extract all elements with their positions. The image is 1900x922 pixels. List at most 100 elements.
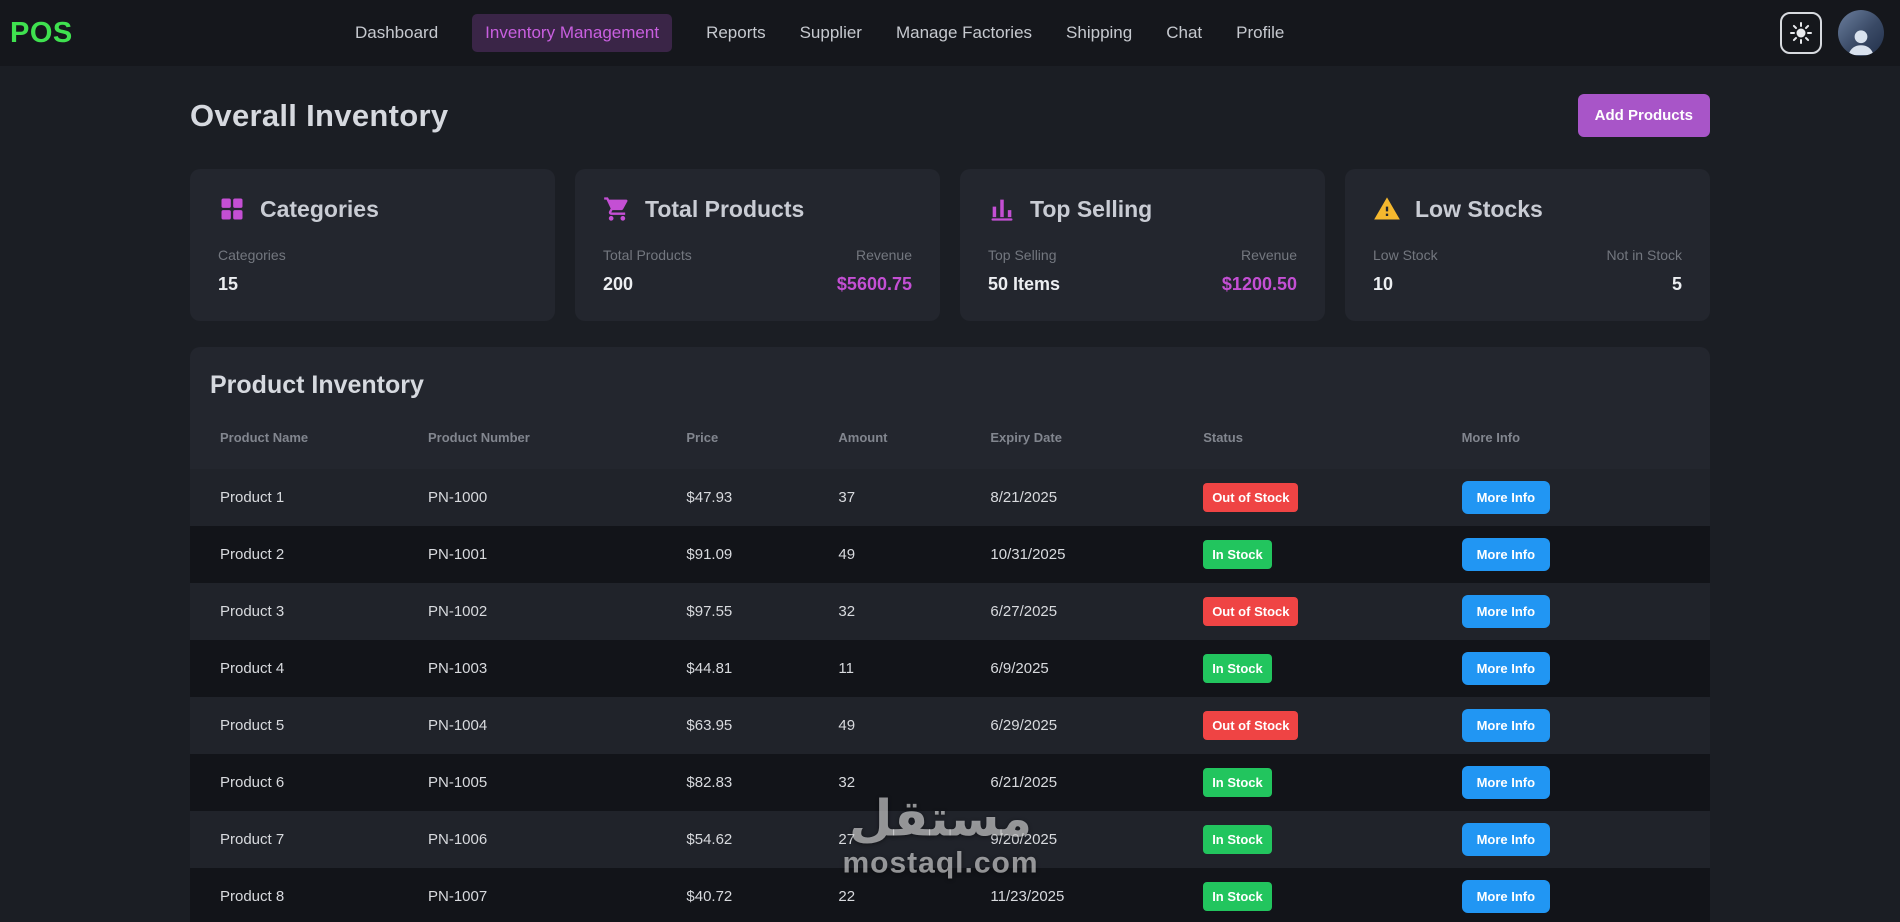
nav-item-chat[interactable]: Chat <box>1166 23 1203 42</box>
cell-product-number: PN-1001 <box>428 546 488 563</box>
cell-more-info: More Info <box>1452 469 1710 526</box>
column-header-status: Status <box>1203 430 1243 445</box>
metric-top-selling: Top Selling 50 Items <box>988 247 1061 294</box>
nav-item-reports[interactable]: Reports <box>706 23 766 42</box>
column-header-more-info: More Info <box>1461 430 1521 445</box>
cell-amount: 27 <box>838 831 856 848</box>
status-badge: In Stock <box>1203 768 1272 797</box>
table-row: Product 3 PN-1002 $97.55 32 6/27/2025 Out of … <box>190 583 1710 640</box>
cart-icon <box>603 195 631 223</box>
main-content: Overall Inventory Add Products Categorie… <box>190 66 1710 922</box>
cell-product-name: Product 6 <box>220 774 285 791</box>
cell-product-name: Product 8 <box>220 888 285 905</box>
cell-more-info: More Info <box>1452 754 1710 811</box>
cell-product-number: PN-1002 <box>428 603 488 620</box>
metric-revenue: Revenue $1200.50 <box>1221 247 1297 294</box>
cell-price: $97.55 <box>686 603 733 620</box>
cell-more-info: More Info <box>1452 526 1710 583</box>
cell-product-number: PN-1007 <box>428 888 488 905</box>
cell-product-number: PN-1000 <box>428 489 488 506</box>
bar-chart-icon <box>988 195 1016 223</box>
table-row: Product 6 PN-1005 $82.83 32 6/21/2025 In Stoc… <box>190 754 1710 811</box>
cell-price: $63.95 <box>686 717 733 734</box>
column-header-expiry-date: Expiry Date <box>990 430 1062 445</box>
cell-expiry-date: 6/29/2025 <box>990 717 1058 734</box>
more-info-button[interactable]: More Info <box>1461 481 1551 514</box>
cell-product-name: Product 7 <box>220 831 285 848</box>
cell-status: Out of Stock <box>1193 583 1451 640</box>
cell-price: $40.72 <box>686 888 733 905</box>
categories-icon <box>218 195 246 223</box>
column-header-product-name: Product Name <box>220 430 309 445</box>
brand-logo[interactable]: POS <box>10 16 73 49</box>
cell-expiry-date: 6/9/2025 <box>990 660 1049 677</box>
nav-item-inventory-management[interactable]: Inventory Management <box>472 14 673 52</box>
inventory-table: Product Name Product Number Price Amount Exp… <box>190 414 1710 922</box>
product-inventory-section: Product Inventory Product Name Product Nu… <box>190 347 1710 922</box>
cell-amount: 22 <box>838 888 856 905</box>
cell-status: In Stock <box>1193 811 1451 868</box>
cell-expiry-date: 10/31/2025 <box>990 546 1066 563</box>
column-header-price: Price <box>686 430 719 445</box>
stat-card-title: Low Stocks <box>1415 195 1543 222</box>
inventory-table-body: Product 1 PN-1000 $47.93 37 8/21/2025 Out of … <box>190 469 1710 922</box>
stat-card-total-products: Total Products Total Products 200 Revenu… <box>575 169 940 321</box>
cell-status: In Stock <box>1193 754 1451 811</box>
stat-card-low-stocks: Low Stocks Low Stock 10 Not in Stock 5 <box>1345 169 1710 321</box>
cell-product-number: PN-1005 <box>428 774 488 791</box>
more-info-button[interactable]: More Info <box>1461 538 1551 571</box>
stats-row: Categories Categories 15 Total Products <box>190 169 1710 321</box>
cell-product-name: Product 2 <box>220 546 285 563</box>
status-badge: In Stock <box>1203 882 1272 911</box>
cell-status: Out of Stock <box>1193 697 1451 754</box>
table-row: Product 7 PN-1006 $54.62 27 9/20/2025 In Stoc… <box>190 811 1710 868</box>
nav-item-manage-factories[interactable]: Manage Factories <box>895 23 1033 42</box>
table-header-row: Product Name Product Number Price Amount Exp… <box>190 414 1710 469</box>
cell-price: $47.93 <box>686 489 733 506</box>
nav-item-dashboard[interactable]: Dashboard <box>355 23 439 42</box>
more-info-button[interactable]: More Info <box>1461 652 1551 685</box>
more-info-button[interactable]: More Info <box>1461 823 1551 856</box>
stat-card-title: Total Products <box>645 195 805 222</box>
column-header-amount: Amount <box>838 430 888 445</box>
page-header: Overall Inventory Add Products <box>190 94 1710 137</box>
cell-status: In Stock <box>1193 640 1451 697</box>
metric-revenue: Revenue $5600.75 <box>836 247 912 294</box>
status-badge: Out of Stock <box>1203 483 1299 512</box>
cell-expiry-date: 11/23/2025 <box>990 888 1065 905</box>
cell-expiry-date: 6/27/2025 <box>990 603 1058 620</box>
table-row: Product 2 PN-1001 $91.09 49 10/31/2025 In Sto… <box>190 526 1710 583</box>
metric-not-in-stock: Not in Stock 5 <box>1606 247 1682 294</box>
nav-right <box>1780 10 1884 56</box>
cell-product-number: PN-1004 <box>428 717 488 734</box>
stat-card-title: Categories <box>260 195 379 222</box>
theme-toggle-button[interactable] <box>1780 12 1822 54</box>
more-info-button[interactable]: More Info <box>1461 709 1551 742</box>
cell-more-info: More Info <box>1452 640 1710 697</box>
cell-status: Out of Stock <box>1193 469 1451 526</box>
nav-item-shipping[interactable]: Shipping <box>1066 23 1133 42</box>
add-products-button[interactable]: Add Products <box>1577 94 1710 137</box>
cell-expiry-date: 9/20/2025 <box>990 831 1058 848</box>
cell-status: In Stock <box>1193 526 1451 583</box>
cell-more-info: More Info <box>1452 868 1710 922</box>
cell-product-name: Product 5 <box>220 717 285 734</box>
nav-item-supplier[interactable]: Supplier <box>799 23 862 42</box>
user-avatar[interactable] <box>1838 10 1884 56</box>
cell-more-info: More Info <box>1452 583 1710 640</box>
cell-product-name: Product 1 <box>220 489 285 506</box>
cell-price: $91.09 <box>686 546 733 563</box>
cell-expiry-date: 8/21/2025 <box>990 489 1058 506</box>
cell-product-name: Product 3 <box>220 603 285 620</box>
status-badge: Out of Stock <box>1203 597 1299 626</box>
metric-low-stock: Low Stock 10 <box>1373 247 1438 294</box>
table-row: Product 8 PN-1007 $40.72 22 11/23/2025 In Sto… <box>190 868 1710 922</box>
cell-price: $82.83 <box>686 774 733 791</box>
more-info-button[interactable]: More Info <box>1461 880 1551 913</box>
more-info-button[interactable]: More Info <box>1461 766 1551 799</box>
nav-item-profile[interactable]: Profile <box>1236 23 1285 42</box>
cell-amount: 49 <box>838 717 856 734</box>
cell-amount: 37 <box>838 489 856 506</box>
more-info-button[interactable]: More Info <box>1461 595 1551 628</box>
cell-amount: 32 <box>838 603 856 620</box>
